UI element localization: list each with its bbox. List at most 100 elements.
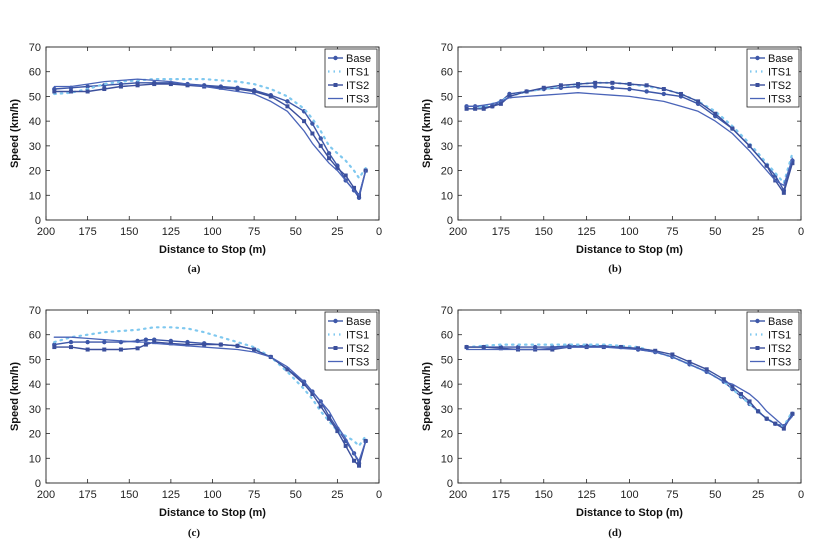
y-tick-label: 30: [441, 141, 453, 153]
data-point-its2: [285, 104, 290, 109]
legend-label-its3: ITS3: [346, 94, 369, 106]
x-axis-label: Distance to Stop (m): [576, 507, 683, 519]
data-point-its2: [252, 347, 257, 352]
data-point-its2: [704, 367, 709, 372]
legend-marker: [333, 83, 338, 87]
data-point-its2: [678, 91, 683, 96]
data-point-its2: [185, 342, 190, 347]
data-point-its2: [473, 106, 478, 111]
data-point-its2: [318, 143, 323, 148]
legend-label-its3: ITS3: [768, 357, 791, 369]
data-point-its2: [302, 119, 307, 124]
legend-label-its2: ITS2: [768, 343, 791, 355]
y-tick-label: 10: [29, 453, 41, 465]
x-tick-label: 175: [78, 226, 96, 238]
data-point-base: [644, 89, 649, 94]
x-tick-label: 100: [620, 489, 638, 501]
y-tick-label: 10: [29, 190, 41, 202]
chart-panel-a: 200 175 150 125 100 75 50 25 0 0 10 20 30 40 50 60 70 Dis…: [9, 42, 382, 275]
data-point-its2: [661, 87, 666, 92]
data-point-its2: [490, 104, 495, 109]
data-point-base: [143, 337, 149, 342]
x-tick-label: 150: [535, 489, 553, 501]
y-tick-label: 20: [441, 166, 453, 178]
data-point-its2: [352, 185, 357, 190]
y-tick-label: 50: [441, 354, 453, 366]
data-point-its2: [764, 163, 769, 168]
y-axis-label: Speed (km/h): [421, 99, 433, 168]
data-point-its2: [168, 341, 173, 346]
panel-caption: (b): [608, 263, 622, 275]
series-line-its2: [465, 346, 794, 430]
x-tick-label: 75: [248, 489, 260, 501]
data-point-its2: [52, 345, 57, 350]
data-point-its2: [135, 83, 140, 88]
series-line-base: [465, 345, 794, 427]
chart-panel-c: 200 175 150 125 100 75 50 25 0 0 10 20 30 40 50 60 70 Dis…: [9, 305, 382, 539]
data-point-its2: [202, 342, 207, 347]
series-line-its1: [53, 77, 367, 180]
data-point-its2: [235, 343, 240, 348]
legend-marker: [333, 55, 338, 61]
x-tick-label: 25: [752, 226, 764, 238]
y-tick-label: 0: [447, 478, 453, 490]
x-tick-label: 50: [709, 489, 721, 501]
data-point-its2: [118, 84, 123, 89]
data-point-its2: [327, 416, 332, 421]
x-tick-label: 75: [666, 226, 678, 238]
data-point-its2: [618, 345, 623, 350]
data-point-its2: [507, 94, 512, 99]
data-point-base: [318, 136, 323, 141]
y-tick-label: 40: [441, 379, 453, 391]
data-point-its2: [464, 106, 469, 111]
data-point-its2: [268, 94, 273, 99]
x-tick-label: 0: [376, 226, 382, 238]
legend-label-its3: ITS3: [768, 94, 791, 106]
legend-label-base: Base: [768, 53, 793, 65]
x-tick-label: 25: [331, 489, 343, 501]
panel-caption: (c): [188, 527, 201, 539]
legend-label-its1: ITS1: [768, 67, 791, 79]
chart-panel-d: 200 175 150 125 100 75 50 25 0 0 10 20 30 40 50 60 70 Dis…: [421, 305, 804, 539]
legend-label-its1: ITS1: [768, 330, 791, 342]
y-tick-label: 70: [441, 305, 453, 317]
y-tick-label: 60: [441, 330, 453, 342]
data-point-its2: [730, 384, 735, 389]
x-tick-label: 50: [290, 489, 302, 501]
data-point-its2: [498, 101, 503, 106]
data-point-base: [85, 84, 90, 89]
y-tick-label: 50: [29, 354, 41, 366]
data-point-its2: [343, 173, 348, 178]
y-tick-label: 70: [29, 42, 41, 54]
data-point-its2: [781, 190, 786, 195]
data-point-its2: [636, 346, 641, 351]
data-point-its2: [343, 443, 348, 448]
data-point-its2: [218, 85, 223, 90]
data-point-its2: [327, 156, 332, 161]
y-tick-label: 50: [441, 91, 453, 103]
data-point-its2: [52, 89, 57, 94]
data-point-base: [285, 99, 290, 104]
x-tick-label: 150: [535, 226, 553, 238]
legend-label-its1: ITS1: [346, 330, 369, 342]
data-point-base: [102, 339, 107, 345]
x-tick-label: 200: [449, 489, 467, 501]
series-line-base: [53, 82, 367, 199]
data-point-its2: [730, 126, 735, 131]
data-point-its2: [135, 346, 140, 351]
data-point-its2: [68, 345, 73, 350]
x-tick-label: 100: [620, 226, 638, 238]
data-point-its2: [713, 111, 718, 116]
data-point-its2: [318, 404, 323, 409]
x-tick-label: 200: [37, 226, 55, 238]
data-point-its2: [790, 161, 795, 166]
data-point-its2: [721, 377, 726, 382]
data-point-its2: [352, 458, 357, 463]
data-point-base: [627, 86, 632, 92]
y-tick-label: 40: [441, 116, 453, 128]
y-axis-label: Speed (km/h): [9, 99, 21, 168]
legend-label-its2: ITS2: [346, 80, 369, 92]
data-point-its2: [335, 166, 340, 171]
data-point-its2: [143, 342, 148, 347]
series-line-its3: [53, 336, 367, 462]
